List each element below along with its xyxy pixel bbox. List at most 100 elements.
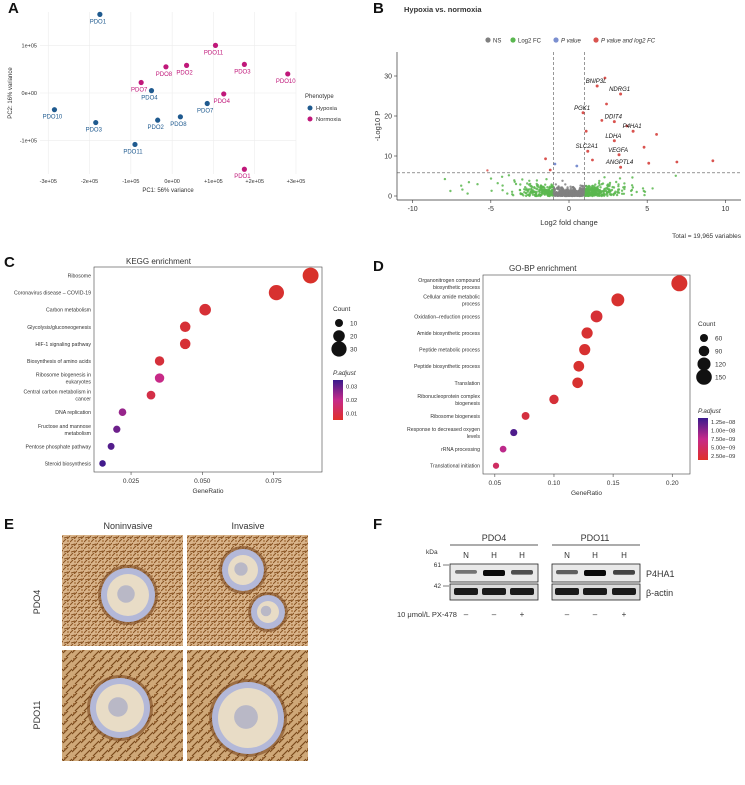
blot-group-label-pdo4: PDO4 [482,533,507,543]
volcano-point [598,190,601,194]
volcano-point [486,169,489,172]
kegg-size-legend-dot [335,319,343,327]
volcano-point [506,192,509,195]
volcano-point [617,185,620,188]
gobp-dot [573,360,585,372]
volcano-point [582,187,586,191]
panel-label-f: F [373,516,383,533]
blot-treatment-sign: – [593,610,598,619]
volcano-point [631,176,634,179]
volcano-point [449,189,452,193]
gobp-term-label: Response to decreased oxygen [407,427,480,433]
volcano-point [544,189,547,192]
gobp-term-label: Amide biosynthetic process [417,331,481,337]
volcano-point [605,191,609,194]
blot-treatment-label: 10 μmol/L PX-478 [397,610,457,619]
pca-point [241,61,247,68]
blot-band-p4ha1 [483,570,505,576]
kegg-term-label: eukaryotes [66,380,92,386]
histology-tile-pdo11-noninvasive [62,650,183,761]
kegg-dot [146,390,156,400]
kegg-color-legend-bar [333,380,343,420]
pca-point [183,62,190,68]
pca-point-label: PDO3 [234,69,251,75]
pca-point-label: PDO2 [176,70,193,76]
pca-point-label: PDO11 [123,149,143,155]
volcano-point [593,185,596,188]
volcano-point [526,193,529,197]
volcano-point [518,188,522,192]
volcano-point [595,186,599,189]
kegg-term-label: DNA replication [55,410,91,416]
volcano-point [611,185,614,189]
volcano-y-axis-label: -Log10 P [373,111,382,141]
volcano-point [552,192,555,195]
volcano-point [584,193,587,196]
volcano-point [586,187,589,191]
gobp-dot [549,394,559,405]
volcano-point [675,160,679,164]
blot-treatment-sign: – [492,610,497,619]
volcano-point [575,190,578,193]
volcano-x-tick-label: 5 [645,206,649,213]
volcano-gene-label: SLC2A1 [576,144,598,150]
pca-point [163,64,169,70]
volcano-point [521,178,524,181]
volcano-point [550,189,554,192]
volcano-legend-label: Log2 FC [518,39,542,45]
volcano-point [572,190,575,193]
gobp-color-legend-label: 5.00e−09 [711,445,735,451]
volcano-point [592,191,595,195]
kegg-term-label: Fructose and mannose [38,424,91,430]
volcano-gene-label: BNIP3L [586,79,607,85]
kegg-x-tick-label: 0.075 [265,478,282,485]
volcano-point [527,188,531,191]
pca-point-label: PDO8 [170,122,187,128]
gobp-size-legend-label: 60 [715,336,723,343]
volcano-point [551,184,554,187]
histology-organoid-nuclei [234,562,248,576]
volcano-point [526,190,529,193]
gobp-x-tick-label: 0.20 [666,480,679,487]
pca-point-label: PDO11 [204,50,224,56]
kegg-term-label: Coronavirus disease – COVID-19 [14,291,91,297]
volcano-point [603,76,607,80]
volcano-point [583,184,586,188]
blot-lane-label: H [621,551,627,560]
pca-point [51,107,58,113]
blot-band-actin [454,588,478,595]
volcano-point [501,189,504,192]
pca-point-label: PDO1 [234,174,251,180]
volcano-point [544,157,547,161]
gobp-size-legend-dot [696,369,712,385]
kegg-color-legend-label: 0.02 [346,398,357,404]
kegg-term-label: Pentose phosphate pathway [26,444,92,450]
volcano-point [510,190,514,193]
volcano-point [630,184,634,187]
gobp-term-label: Ribosome biogenesis [430,414,480,420]
pca-x-tick-label: +1e+05 [204,179,223,185]
volcano-y-tick-label: 30 [384,74,392,81]
blot-band-p4ha1 [613,570,635,575]
blot-band-label-p4ha1: P4HA1 [646,569,675,579]
gobp-size-legend-label: 90 [715,349,723,356]
volcano-legend-swatch [553,37,559,43]
kegg-term-label: Glycolysis/gluconeogenesis [27,325,91,331]
kegg-dot [118,408,127,417]
volcano-point [556,186,560,190]
gobp-plot-frame [482,274,691,475]
gobp-color-legend-title: P.adjust [698,408,722,415]
volcano-point [587,194,590,197]
panel-label-d: D [373,258,384,275]
gobp-term-label: biosynthetic process [433,285,480,291]
volcano-point [548,186,552,189]
volcano-point [577,191,581,194]
volcano-point [597,192,601,195]
gobp-term-label: Translational initiation [430,464,480,470]
volcano-point [598,184,601,187]
volcano-x-tick-label: -10 [408,206,418,213]
gobp-dot [579,344,591,356]
pca-legend-normoxia-swatch [307,116,313,122]
volcano-point [564,183,567,186]
blot-treatment-sign: – [565,610,570,619]
